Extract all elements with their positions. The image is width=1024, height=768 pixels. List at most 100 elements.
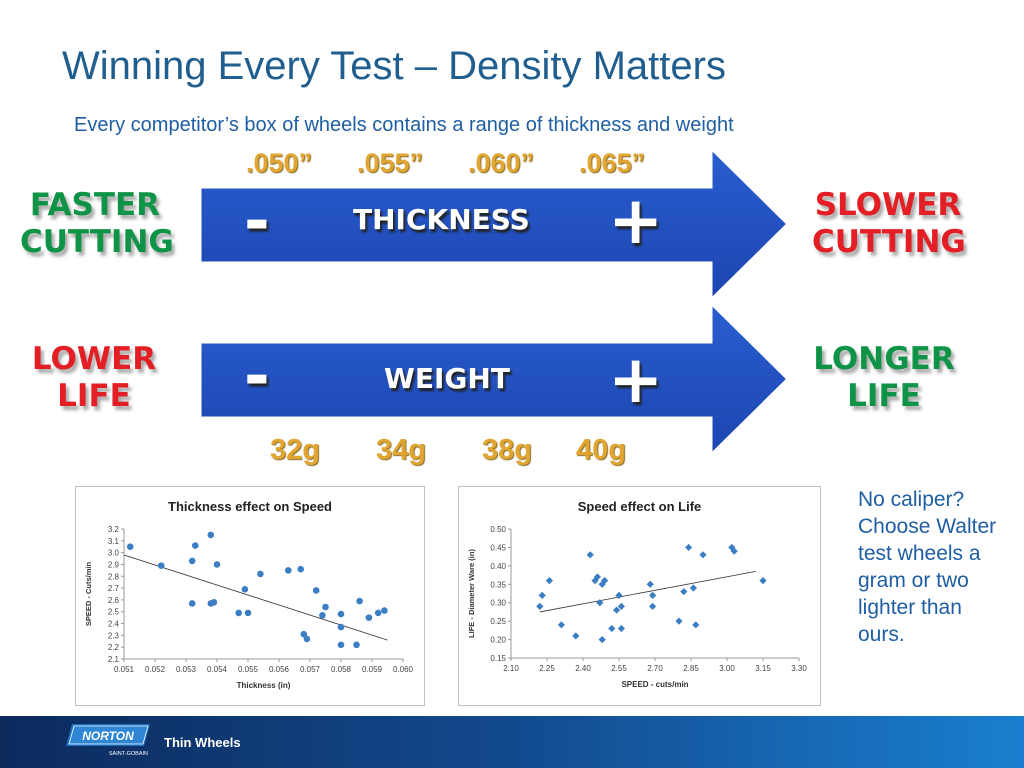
weight-arrow xyxy=(198,299,791,459)
y-tick-label: 0.25 xyxy=(490,617,506,626)
y-tick-label: 2.9 xyxy=(108,560,120,569)
data-point xyxy=(210,598,218,606)
data-point xyxy=(649,602,657,610)
footer-title: Thin Wheels xyxy=(164,735,241,750)
data-point xyxy=(319,611,326,619)
norton-logo: NORTON SAINT-GOBAIN xyxy=(66,724,150,757)
data-point xyxy=(598,635,606,644)
x-tick-label: 2.70 xyxy=(647,664,663,673)
speed-life-chart-box: Speed effect on Life 0.15 0.20 0.25 0.30 0.35… xyxy=(458,486,821,706)
longer-life-label: LONGER LIFE xyxy=(808,341,960,415)
data-point xyxy=(300,630,308,638)
data-point xyxy=(213,561,221,568)
page-title: Winning Every Test – Density Matters xyxy=(62,44,726,88)
data-point xyxy=(689,584,697,592)
data-point xyxy=(730,547,738,555)
data-point xyxy=(312,587,320,594)
data-point xyxy=(356,597,363,605)
slower-word: SLOWER xyxy=(814,187,962,223)
y-tick-label: 2.7 xyxy=(108,584,120,593)
data-point xyxy=(374,609,382,617)
data-point xyxy=(649,591,657,599)
logo-subtext: SAINT-GOBAIN xyxy=(109,751,148,757)
y-tick-label: 2.6 xyxy=(108,596,120,605)
data-point xyxy=(536,602,544,610)
thickness-value-3: .060” xyxy=(468,148,535,178)
data-point xyxy=(381,607,388,614)
weight-plus-sign: + xyxy=(608,341,664,418)
chart-title: Thickness effect on Speed xyxy=(168,499,332,514)
data-point xyxy=(241,585,249,593)
data-point xyxy=(365,614,373,621)
thickness-speed-chart: Thickness effect on Speed 2.1 2.2 2.3 2.4 2.5… xyxy=(84,499,414,690)
data-point xyxy=(303,635,311,643)
weight-value-2: 34g xyxy=(376,434,426,466)
x-tick-label: 3.30 xyxy=(791,664,807,673)
x-tick-label: 0.056 xyxy=(269,665,290,674)
data-point xyxy=(285,567,292,574)
y-tick-label: 3.1 xyxy=(108,537,120,546)
data-point xyxy=(586,551,594,559)
data-point xyxy=(337,610,345,618)
x-tick-label: 2.55 xyxy=(611,664,627,673)
y-tick-label: 2.8 xyxy=(108,572,120,581)
data-point xyxy=(538,591,546,599)
faster-cutting-label: FASTER CUTTING xyxy=(20,187,174,261)
logo-text: NORTON xyxy=(82,729,134,743)
data-point xyxy=(692,621,700,629)
y-tick-label: 3.2 xyxy=(108,525,120,534)
data-point xyxy=(188,600,196,607)
footer-bar xyxy=(0,716,1024,768)
caliper-note: No caliper? Choose Walter test wheels a … xyxy=(858,488,997,646)
data-point xyxy=(297,565,304,573)
x-tick-label: 3.00 xyxy=(719,664,735,673)
longer-word: LONGER xyxy=(813,341,955,377)
data-point xyxy=(699,551,707,559)
y-tick-label: 0.40 xyxy=(490,562,506,571)
y-tick-label: 0.20 xyxy=(490,636,506,645)
x-tick-label: 0.054 xyxy=(207,665,228,674)
speed-life-chart: Speed effect on Life 0.15 0.20 0.25 0.30 0.35… xyxy=(467,499,807,689)
y-tick-label: 2.3 xyxy=(108,631,120,640)
life-word-left: LIFE xyxy=(57,378,131,414)
cutting-word-left: CUTTING xyxy=(20,224,174,260)
y-tick-label: 2.5 xyxy=(108,608,120,617)
x-axis-label: SPEED - cuts/min xyxy=(621,680,688,689)
x-tick-label: 2.85 xyxy=(683,664,699,673)
x-tick-label: 0.058 xyxy=(331,665,352,674)
thickness-plus-sign: + xyxy=(608,182,664,259)
x-tick-label: 2.25 xyxy=(539,664,555,673)
weight-value-1: 32g xyxy=(270,434,320,466)
y-tick-label: 0.50 xyxy=(490,525,506,534)
x-tick-label: 0.053 xyxy=(176,665,197,674)
data-point xyxy=(759,577,767,585)
faster-word: FASTER xyxy=(29,187,161,223)
data-point xyxy=(207,531,215,539)
data-point xyxy=(337,641,345,649)
y-tick-label: 0.35 xyxy=(490,580,506,589)
x-tick-label: 2.10 xyxy=(503,664,519,673)
y-tick-label: 0.45 xyxy=(490,543,506,552)
slower-cutting-label: SLOWER CUTTING xyxy=(812,187,966,261)
data-point xyxy=(192,542,199,549)
y-tick-label: 0.30 xyxy=(490,599,506,608)
x-tick-label: 2.40 xyxy=(575,664,591,673)
x-tick-label: 0.057 xyxy=(300,665,321,674)
data-point xyxy=(557,621,565,629)
data-point xyxy=(675,617,683,625)
x-tick-label: 0.060 xyxy=(393,665,414,674)
weight-arrow-label: WEIGHT xyxy=(384,362,510,395)
data-point xyxy=(244,609,252,617)
chart-title: Speed effect on Life xyxy=(578,499,702,514)
data-point xyxy=(572,632,580,640)
x-tick-label: 0.051 xyxy=(114,665,135,674)
thickness-speed-chart-box: Thickness effect on Speed 2.1 2.2 2.3 2.4 2.5… xyxy=(75,486,425,706)
x-tick-label: 3.15 xyxy=(755,664,771,673)
life-word-right: LIFE xyxy=(847,378,921,414)
data-point xyxy=(235,609,242,617)
y-tick-label: 0.15 xyxy=(490,654,506,663)
weight-value-4: 40g xyxy=(576,434,626,466)
x-tick-label: 0.052 xyxy=(145,665,166,674)
data-point xyxy=(685,543,693,552)
